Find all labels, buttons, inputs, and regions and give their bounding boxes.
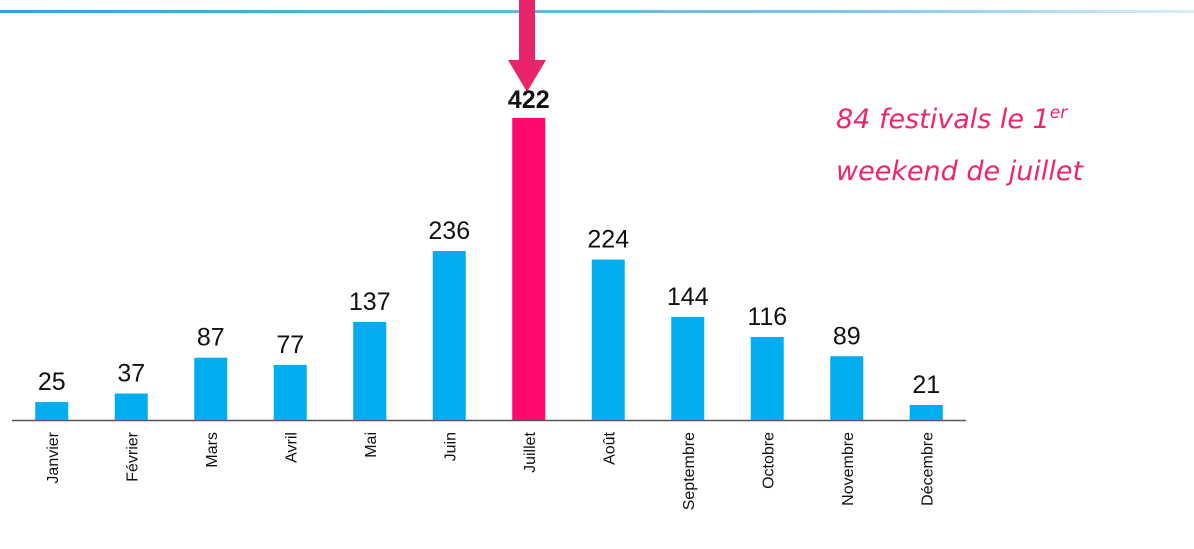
x-tick-label: Mai [363,432,380,458]
bar [194,357,228,420]
header-line [0,10,1194,13]
x-tick-label: Septembre [681,432,698,510]
arrow [508,0,546,92]
value-label: 422 [508,86,550,114]
value-label: 144 [667,283,709,311]
bar [830,356,864,420]
x-tick-label: Août [601,431,618,464]
x-tick-label: Mars [204,432,221,468]
value-label: 89 [833,322,861,350]
x-tick-label: Juillet [522,431,539,472]
x-tick-label: Juin [442,432,459,461]
annotation: weekend de juillet [836,156,1084,187]
x-tick-label: Février [124,431,141,481]
bar [114,393,148,420]
x-tick-label: Novembre [840,432,857,506]
value-label: 116 [747,303,787,331]
value-label: 25 [38,368,66,396]
bar [671,316,705,420]
value-label: 77 [276,331,304,359]
annotation: 84 festivals le 1er [836,103,1068,135]
bar [353,321,387,420]
x-tick-label: Janvier [45,431,62,483]
x-tick-label: Octobre [760,432,777,489]
bar [35,402,69,420]
value-label: 21 [912,371,940,399]
value-label: 87 [197,324,225,352]
value-label: 37 [117,360,145,388]
bar [591,259,625,420]
x-tick-label: Décembre [919,432,936,506]
bar [909,404,943,420]
bar [432,251,466,420]
value-label: 236 [428,217,470,245]
bar [512,117,546,421]
bar [750,336,784,420]
value-label: 137 [349,288,391,316]
value-label: 224 [587,226,629,254]
bar [273,364,307,420]
x-tick-label: Avril [283,432,300,463]
